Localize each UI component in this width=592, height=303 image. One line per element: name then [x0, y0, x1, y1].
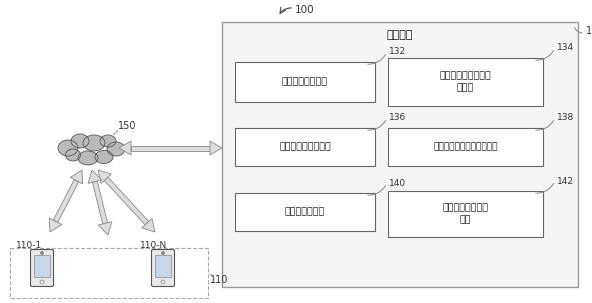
Text: 笔画特征点确定单元: 笔画特征点确定单元	[279, 142, 331, 152]
Text: 142: 142	[557, 177, 574, 185]
Text: 110: 110	[210, 275, 229, 285]
Text: 130: 130	[586, 26, 592, 36]
Text: 100: 100	[295, 5, 314, 15]
Bar	[10, 248, 208, 298]
Bar	[222, 22, 578, 287]
Circle shape	[41, 252, 43, 254]
Text: 140: 140	[389, 178, 406, 188]
Bar	[388, 128, 543, 166]
Ellipse shape	[58, 140, 78, 156]
Text: 计算设备: 计算设备	[387, 30, 413, 40]
Polygon shape	[98, 170, 111, 184]
Polygon shape	[88, 170, 102, 183]
Polygon shape	[119, 141, 131, 155]
Text: 用户标识特征信息提取单元: 用户标识特征信息提取单元	[433, 142, 498, 152]
Text: 134: 134	[557, 44, 574, 52]
Bar	[235, 193, 375, 231]
Text: 110-N: 110-N	[140, 241, 168, 250]
Bar	[388, 58, 543, 106]
Ellipse shape	[95, 151, 113, 164]
Polygon shape	[98, 222, 112, 235]
Text: 138: 138	[557, 114, 574, 122]
Ellipse shape	[83, 135, 105, 151]
Polygon shape	[104, 177, 149, 225]
Text: 相似度计算单元: 相似度计算单元	[285, 208, 325, 217]
Ellipse shape	[78, 151, 98, 165]
Bar	[235, 128, 375, 166]
Ellipse shape	[66, 149, 81, 161]
Polygon shape	[53, 179, 79, 222]
Text: 签名图像数据附加
单元: 签名图像数据附加 单元	[442, 204, 488, 225]
Ellipse shape	[100, 135, 116, 147]
Ellipse shape	[107, 142, 125, 156]
Polygon shape	[70, 170, 83, 184]
Bar	[155, 255, 171, 277]
Text: 150: 150	[118, 121, 137, 131]
Polygon shape	[141, 218, 155, 232]
Text: 132: 132	[389, 48, 406, 56]
Bar	[34, 255, 50, 277]
Polygon shape	[49, 218, 62, 232]
Text: 136: 136	[389, 114, 406, 122]
FancyBboxPatch shape	[31, 249, 53, 287]
Text: 110-1: 110-1	[16, 241, 42, 250]
Bar	[388, 191, 543, 237]
Text: 移动路径获取单元: 移动路径获取单元	[282, 78, 328, 86]
Text: 移动路径的总长度计
算单元: 移动路径的总长度计 算单元	[440, 72, 491, 92]
Circle shape	[162, 252, 164, 254]
Bar	[235, 62, 375, 102]
Ellipse shape	[71, 134, 89, 148]
FancyBboxPatch shape	[152, 249, 175, 287]
Polygon shape	[210, 141, 222, 155]
Bar	[131, 145, 210, 151]
Polygon shape	[92, 181, 108, 224]
